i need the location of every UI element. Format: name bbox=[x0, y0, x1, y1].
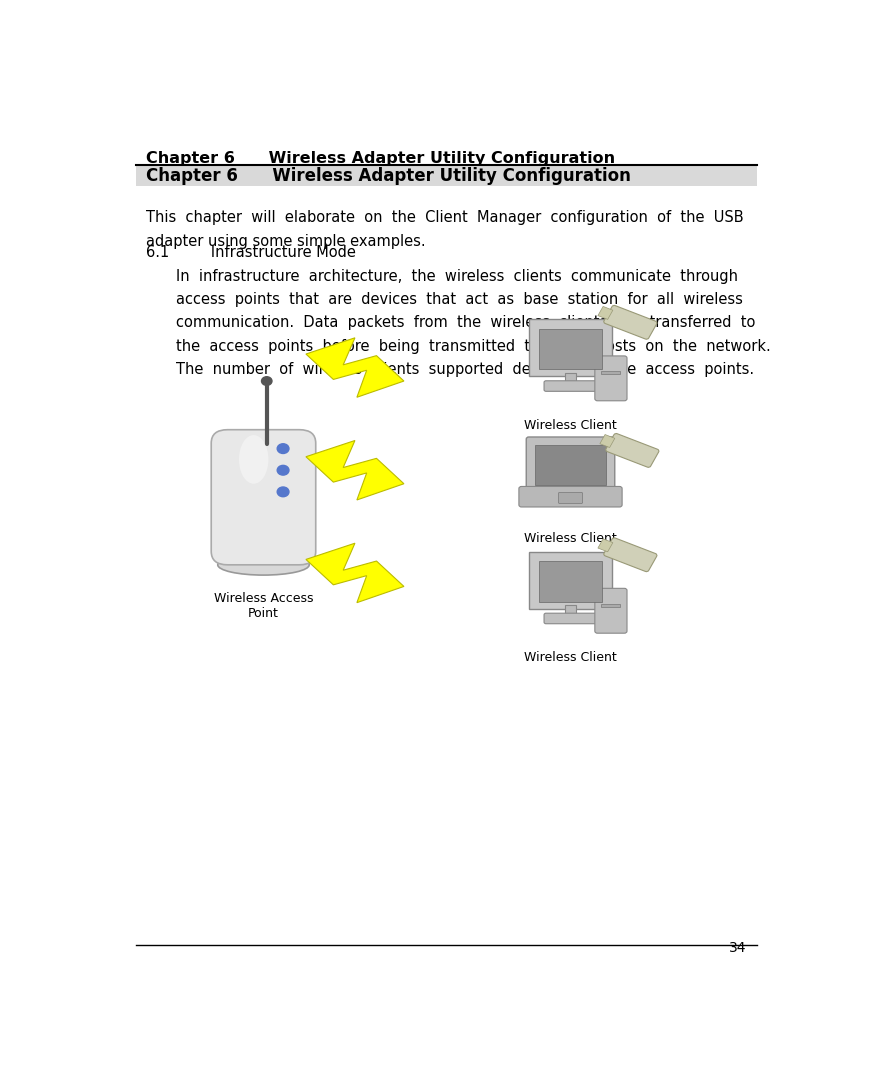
Circle shape bbox=[277, 465, 289, 475]
Text: This  chapter  will  elaborate  on  the  Client  Manager  configuration  of  the: This chapter will elaborate on the Clien… bbox=[146, 211, 744, 226]
Ellipse shape bbox=[239, 435, 268, 483]
FancyBboxPatch shape bbox=[600, 435, 615, 448]
Circle shape bbox=[277, 486, 289, 497]
Circle shape bbox=[261, 377, 272, 385]
Text: Wireless Client: Wireless Client bbox=[524, 651, 617, 665]
FancyBboxPatch shape bbox=[529, 319, 612, 376]
Text: access  points  that  are  devices  that  act  as  base  station  for  all  wire: access points that are devices that act … bbox=[176, 292, 743, 307]
Text: 6.1         Infrastructure Mode: 6.1 Infrastructure Mode bbox=[146, 244, 356, 259]
FancyBboxPatch shape bbox=[595, 356, 627, 401]
FancyBboxPatch shape bbox=[604, 306, 657, 339]
FancyBboxPatch shape bbox=[598, 538, 613, 551]
FancyBboxPatch shape bbox=[538, 329, 603, 370]
Polygon shape bbox=[306, 441, 404, 499]
Text: communication.  Data  packets  from  the  wireless  clients  are  transferred  t: communication. Data packets from the wir… bbox=[176, 316, 756, 331]
Text: Chapter 6      Wireless Adapter Utility Configuration: Chapter 6 Wireless Adapter Utility Confi… bbox=[146, 151, 615, 166]
FancyBboxPatch shape bbox=[598, 306, 613, 319]
FancyBboxPatch shape bbox=[595, 588, 627, 633]
Text: Wireless Client: Wireless Client bbox=[524, 419, 617, 432]
Polygon shape bbox=[306, 337, 404, 397]
FancyBboxPatch shape bbox=[558, 492, 583, 504]
Text: In  infrastructure  architecture,  the  wireless  clients  communicate  through: In infrastructure architecture, the wire… bbox=[176, 269, 739, 283]
FancyBboxPatch shape bbox=[526, 437, 615, 492]
Text: Wireless Access
Point: Wireless Access Point bbox=[213, 592, 314, 619]
FancyBboxPatch shape bbox=[535, 445, 606, 485]
FancyBboxPatch shape bbox=[605, 433, 659, 467]
Text: Wireless Client: Wireless Client bbox=[524, 532, 617, 546]
FancyBboxPatch shape bbox=[211, 429, 316, 564]
Text: Chapter 6      Wireless Adapter Utility Configuration: Chapter 6 Wireless Adapter Utility Confi… bbox=[146, 166, 631, 185]
Circle shape bbox=[277, 443, 289, 454]
FancyBboxPatch shape bbox=[601, 604, 620, 606]
FancyBboxPatch shape bbox=[601, 372, 620, 374]
FancyBboxPatch shape bbox=[136, 164, 757, 186]
FancyBboxPatch shape bbox=[604, 538, 657, 572]
Text: 34: 34 bbox=[729, 942, 746, 956]
FancyBboxPatch shape bbox=[564, 373, 577, 384]
FancyBboxPatch shape bbox=[544, 613, 597, 624]
Text: the  access  points  before  being  transmitted  to  other  hosts  on  the  netw: the access points before being transmitt… bbox=[176, 338, 771, 353]
Text: adapter using some simple examples.: adapter using some simple examples. bbox=[146, 233, 426, 249]
FancyBboxPatch shape bbox=[544, 381, 597, 391]
FancyBboxPatch shape bbox=[538, 561, 603, 602]
FancyBboxPatch shape bbox=[519, 486, 622, 507]
Text: The  number  of  wireless  clients  supported  depends  on  the  access  points.: The number of wireless clients supported… bbox=[176, 362, 754, 377]
Polygon shape bbox=[306, 543, 404, 603]
Ellipse shape bbox=[218, 555, 309, 575]
FancyBboxPatch shape bbox=[529, 551, 612, 609]
FancyBboxPatch shape bbox=[564, 605, 577, 616]
